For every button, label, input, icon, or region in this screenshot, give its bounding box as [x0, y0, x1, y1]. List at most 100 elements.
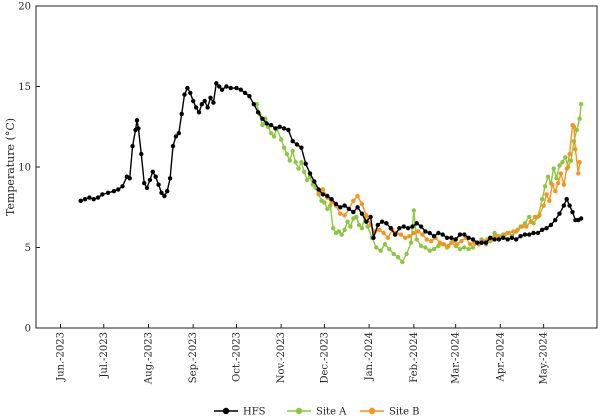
data-point [273, 126, 278, 131]
data-point [537, 213, 542, 218]
data-point [271, 134, 277, 139]
data-point [312, 179, 317, 184]
data-point [540, 227, 545, 232]
data-point [290, 139, 295, 144]
data-point [573, 147, 578, 152]
data-point [211, 100, 216, 105]
series-line-site-a [256, 104, 582, 264]
data-point [410, 224, 415, 229]
data-point [136, 126, 141, 131]
data-point [219, 87, 225, 92]
data-point [541, 203, 546, 208]
y-tick-label: 10 [18, 163, 31, 174]
data-point [578, 102, 584, 107]
axes: 0 5 10 15 20 Jun.-2023 Jul.-2023 Aug.-2023 Sep.-… [18, 2, 598, 385]
data-point [449, 235, 454, 240]
data-point [501, 235, 506, 240]
data-point [238, 87, 243, 92]
data-point [403, 235, 408, 240]
data-point [404, 251, 409, 257]
data-point [105, 190, 111, 195]
data-point [147, 177, 153, 183]
data-point [385, 235, 391, 240]
data-point [429, 238, 434, 244]
data-point [446, 243, 451, 249]
data-point [303, 161, 308, 166]
data-point [427, 230, 432, 236]
data-point [304, 177, 310, 183]
data-point [251, 102, 256, 107]
data-point [437, 240, 442, 245]
data-point [188, 90, 193, 96]
x-tick-label: May.-2024 [539, 332, 550, 385]
data-point [307, 171, 313, 176]
data-point [420, 232, 425, 237]
data-point [116, 187, 121, 192]
data-point [284, 151, 290, 157]
data-point [242, 90, 248, 96]
data-point [551, 166, 556, 171]
data-point [532, 214, 538, 220]
data-point [400, 259, 405, 265]
data-point [555, 180, 561, 186]
data-point [418, 224, 424, 229]
data-point [531, 230, 536, 236]
data-point [290, 148, 295, 154]
data-point [368, 214, 373, 220]
data-point [260, 116, 265, 121]
data-point [577, 116, 582, 121]
data-point [364, 219, 369, 224]
data-point [277, 124, 282, 129]
x-tick-label: Sep.-2023 [188, 332, 199, 383]
data-point [342, 203, 347, 208]
data-point [492, 237, 497, 242]
data-point [408, 240, 414, 245]
data-point [527, 232, 532, 237]
data-point [342, 227, 347, 232]
data-point [381, 230, 386, 236]
data-point [479, 240, 484, 245]
data-point [150, 169, 155, 174]
data-point [205, 105, 210, 110]
data-point [466, 246, 471, 252]
data-point [527, 214, 532, 220]
data-point [130, 143, 135, 149]
data-point [457, 246, 463, 252]
data-point [578, 216, 584, 221]
legend-item-site-a: Site A [287, 407, 347, 417]
data-point [100, 192, 105, 197]
x-tick-label: Jun.-2023 [56, 332, 67, 382]
data-point [345, 219, 350, 224]
data-point [544, 192, 549, 197]
data-point [153, 174, 158, 179]
data-point [467, 242, 473, 247]
data-point [382, 242, 388, 247]
data-point [91, 197, 96, 202]
data-point [111, 189, 117, 194]
x-tick-label: Feb.-2024 [409, 332, 420, 383]
data-point [346, 206, 352, 212]
data-point [454, 242, 460, 247]
data-point [247, 94, 252, 99]
data-point [388, 226, 393, 231]
data-point [414, 237, 419, 242]
data-point [336, 229, 342, 234]
data-point [127, 176, 132, 181]
data-point [475, 240, 480, 245]
data-point [228, 85, 233, 91]
data-point [176, 131, 181, 136]
series-layer [78, 81, 584, 265]
data-point [359, 211, 365, 216]
data-point [351, 209, 356, 215]
data-point [320, 187, 326, 192]
data-point [570, 209, 575, 215]
data-point [574, 127, 579, 133]
x-tick-label: Oct.-2023 [231, 332, 242, 382]
y-tick-label: 15 [18, 82, 31, 93]
data-point [374, 245, 379, 250]
data-point [325, 193, 330, 199]
data-point [470, 237, 476, 242]
data-point [299, 160, 304, 165]
data-point [401, 224, 406, 229]
